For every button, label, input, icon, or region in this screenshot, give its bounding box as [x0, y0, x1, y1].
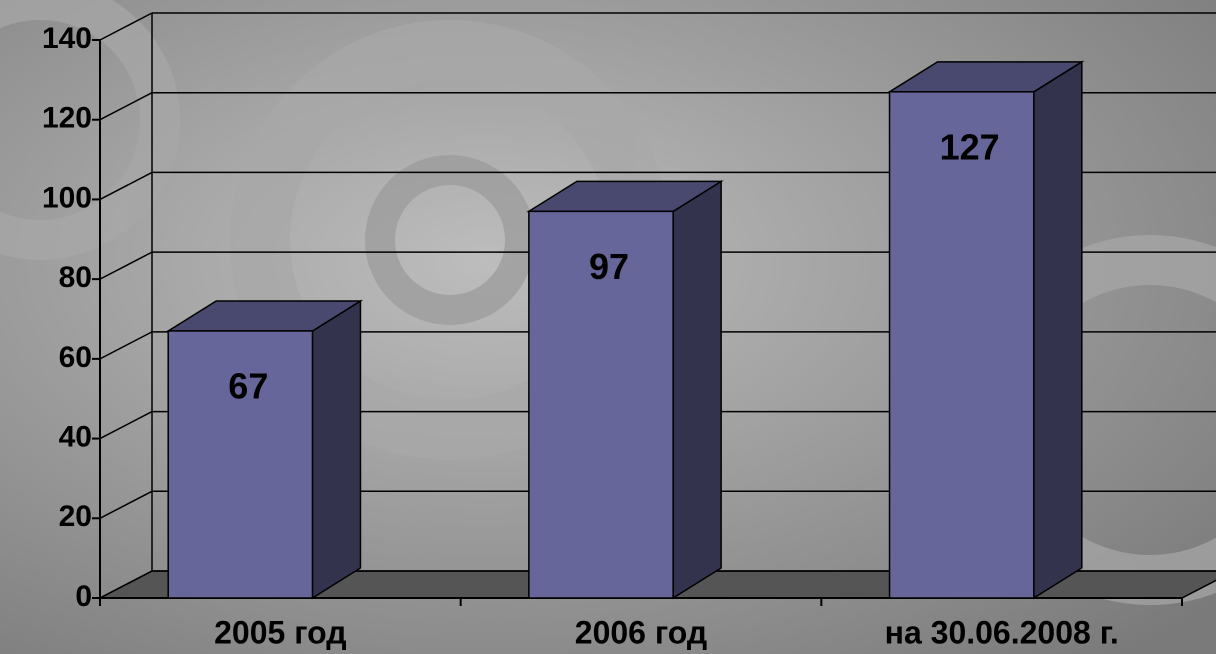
bar-side [311, 299, 362, 600]
y-tick-label: 80 [59, 261, 92, 294]
grid-line-side [99, 490, 153, 519]
value-label: 97 [589, 246, 629, 287]
y-tick-label: 40 [59, 420, 92, 453]
bar-side [672, 180, 722, 600]
grid-line-side [99, 12, 153, 41]
grid-line-side [99, 251, 153, 280]
y-tick-label: 0 [75, 580, 92, 613]
y-tick-label: 20 [59, 500, 92, 533]
y-tick-label: 100 [42, 181, 92, 214]
x-tick-label: 2006 год [575, 614, 707, 650]
y-tick-label: 60 [59, 341, 92, 374]
grid-line-side [99, 331, 153, 360]
bar [167, 330, 314, 599]
x-tick-label: 2005 год [214, 614, 346, 650]
x-tick-label: на 30.06.2008 г. [885, 614, 1119, 650]
bar [888, 91, 1035, 599]
grid-line-side [99, 570, 153, 599]
y-tick-label: 140 [42, 22, 92, 55]
grid-line-side [99, 410, 153, 440]
grid-line-side [99, 171, 153, 201]
value-label: 127 [940, 126, 1000, 167]
y-tick-label: 120 [42, 102, 92, 135]
plot-area: 0 20 40 60 80 100 120 140 2005 год 67 2006 год 97 на… [42, 12, 1216, 650]
bar-side [1033, 60, 1083, 600]
bar [528, 210, 674, 599]
value-label: 67 [228, 365, 268, 406]
grid-line-side [99, 92, 153, 121]
